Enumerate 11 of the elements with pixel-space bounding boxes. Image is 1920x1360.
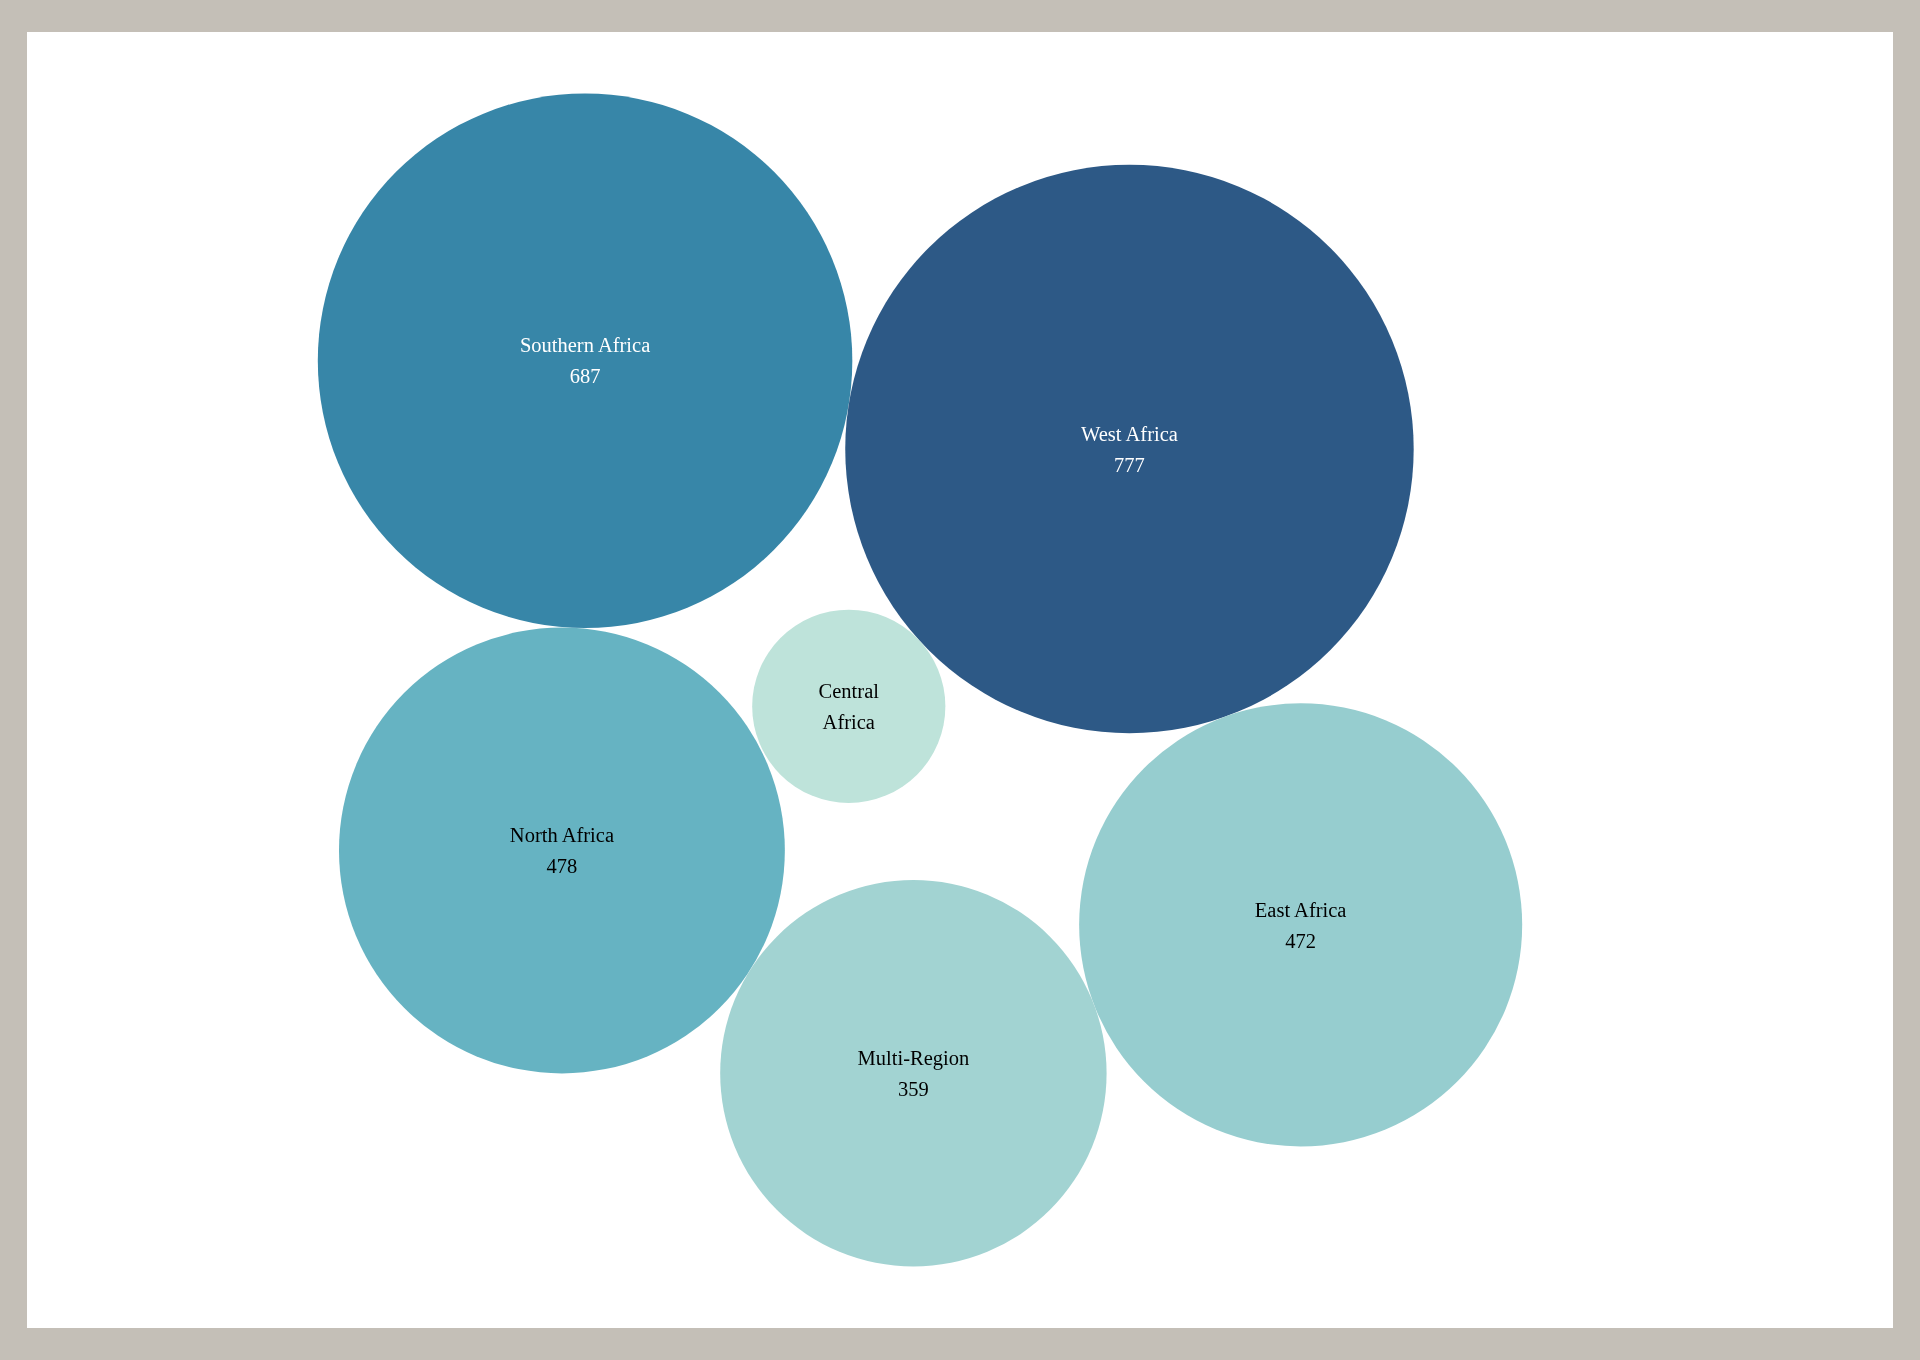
data-label: 777: [1114, 453, 1145, 476]
data-label: 472: [1285, 929, 1317, 952]
category-label: Multi-Region: [857, 1046, 970, 1070]
data-label: 687: [569, 365, 601, 388]
category-label: West Africa: [1081, 422, 1178, 445]
category-label: East Africa: [1254, 898, 1347, 921]
category-label: Southern Africa: [519, 334, 651, 357]
category-label: North Africa: [509, 824, 615, 847]
data-label: 359: [898, 1077, 929, 1100]
category-label: Central Africa: [818, 680, 880, 734]
data-label: 478: [546, 855, 578, 878]
